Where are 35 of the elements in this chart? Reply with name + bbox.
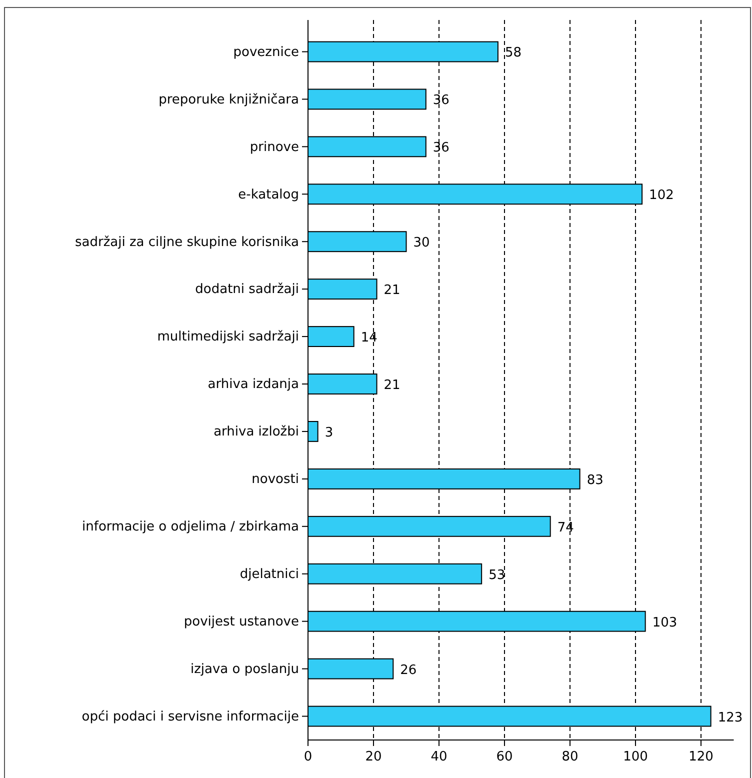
x-tick-label: 40 <box>430 750 448 765</box>
y-tick-label: poveznice <box>233 44 299 60</box>
data-label: 3 <box>324 425 334 440</box>
data-label: 123 <box>718 710 743 726</box>
y-tick-label: preporuke knjižničara <box>158 92 299 108</box>
data-label: 30 <box>413 236 430 251</box>
x-tick-label: 0 <box>304 750 312 765</box>
data-label: 83 <box>586 472 604 488</box>
data-label: 21 <box>384 283 400 298</box>
x-tick-label: 120 <box>688 750 714 765</box>
y-tick-label: multimedijski sadržaji <box>157 330 299 345</box>
data-label: 14 <box>360 330 378 346</box>
y-tick-label: novosti <box>252 472 299 488</box>
data-label: 21 <box>384 378 400 393</box>
y-tick-label: informacije o odjelima / zbirkama <box>82 520 299 535</box>
y-tick-label: arhiva izložbi <box>214 424 299 440</box>
y-tick-label: dodatni sadržaji <box>195 282 299 298</box>
data-label: 58 <box>504 46 522 61</box>
data-label: 102 <box>649 188 674 204</box>
data-label: 53 <box>488 568 506 583</box>
data-label: 74 <box>557 520 574 536</box>
y-tick-label: arhiva izdanja <box>208 377 299 392</box>
y-tick-label: e-katalog <box>238 187 299 202</box>
y-tick-label: prinove <box>250 140 299 155</box>
data-label: 26 <box>400 662 417 678</box>
y-tick-label: sadržaji za ciljne skupine korisnika <box>75 234 299 250</box>
x-tick-label: 80 <box>562 750 578 765</box>
y-tick-label: povijest ustanove <box>184 614 299 630</box>
y-tick-label: izjava o poslanju <box>190 662 299 677</box>
y-tick-label: djelatnici <box>240 567 299 582</box>
y-tick-label: opći podaci i servisne informacije <box>82 709 299 724</box>
x-tick-label: 100 <box>623 750 648 765</box>
data-label: 103 <box>652 615 678 630</box>
x-tick-label: 60 <box>496 750 513 765</box>
x-tick-label: 20 <box>365 750 382 765</box>
